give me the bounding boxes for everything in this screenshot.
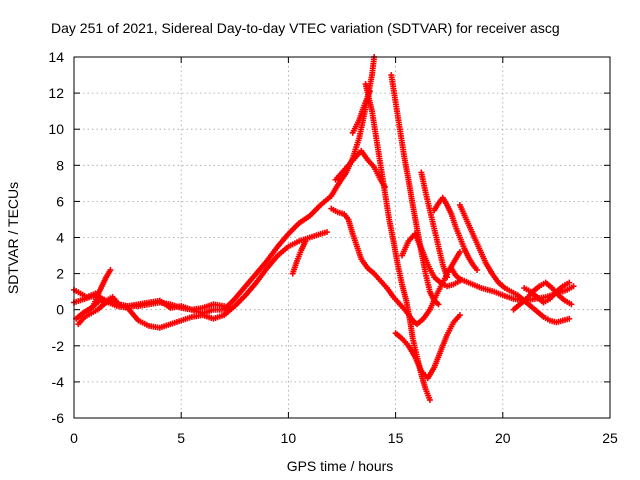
y-tick-label: -2 bbox=[52, 338, 65, 354]
data-point bbox=[113, 299, 120, 306]
x-tick-label: 15 bbox=[388, 430, 404, 446]
data-point bbox=[227, 304, 234, 311]
data-point bbox=[566, 279, 573, 286]
data-points bbox=[71, 54, 577, 403]
x-tick-label: 10 bbox=[281, 430, 297, 446]
y-tick-label: 0 bbox=[56, 302, 64, 318]
data-point bbox=[568, 301, 575, 308]
y-axis-ticks: -6 -4 -2 0 2 4 6 8 10 12 14 bbox=[48, 49, 610, 426]
y-tick-label: -6 bbox=[52, 410, 65, 426]
data-point bbox=[302, 238, 309, 245]
data-point bbox=[444, 274, 451, 281]
data-point bbox=[456, 312, 463, 319]
x-tick-label: 25 bbox=[602, 430, 618, 446]
data-point bbox=[435, 301, 442, 308]
x-axis-label: GPS time / hours bbox=[287, 458, 394, 474]
x-tick-label: 20 bbox=[495, 430, 511, 446]
data-point bbox=[426, 396, 433, 403]
x-axis-ticks: 0 5 10 15 20 25 bbox=[70, 57, 618, 446]
y-tick-label: -4 bbox=[52, 374, 65, 390]
data-point bbox=[323, 229, 330, 236]
y-tick-label: 14 bbox=[48, 49, 64, 65]
grid-lines bbox=[74, 57, 610, 418]
data-point bbox=[107, 266, 114, 273]
y-tick-label: 6 bbox=[56, 193, 64, 209]
y-tick-label: 2 bbox=[56, 266, 64, 282]
data-point bbox=[570, 283, 577, 290]
y-tick-label: 12 bbox=[48, 85, 64, 101]
data-point bbox=[474, 266, 481, 273]
x-tick-label: 5 bbox=[177, 430, 185, 446]
y-tick-label: 4 bbox=[56, 230, 64, 246]
data-point bbox=[566, 315, 573, 322]
y-tick-label: 8 bbox=[56, 157, 64, 173]
chart-title: Day 251 of 2021, Sidereal Day-to-day VTE… bbox=[51, 20, 560, 36]
y-tick-label: 10 bbox=[48, 121, 64, 137]
x-tick-label: 0 bbox=[70, 430, 78, 446]
data-point bbox=[456, 248, 463, 255]
y-axis-label: SDTVAR / TECUs bbox=[5, 182, 21, 294]
